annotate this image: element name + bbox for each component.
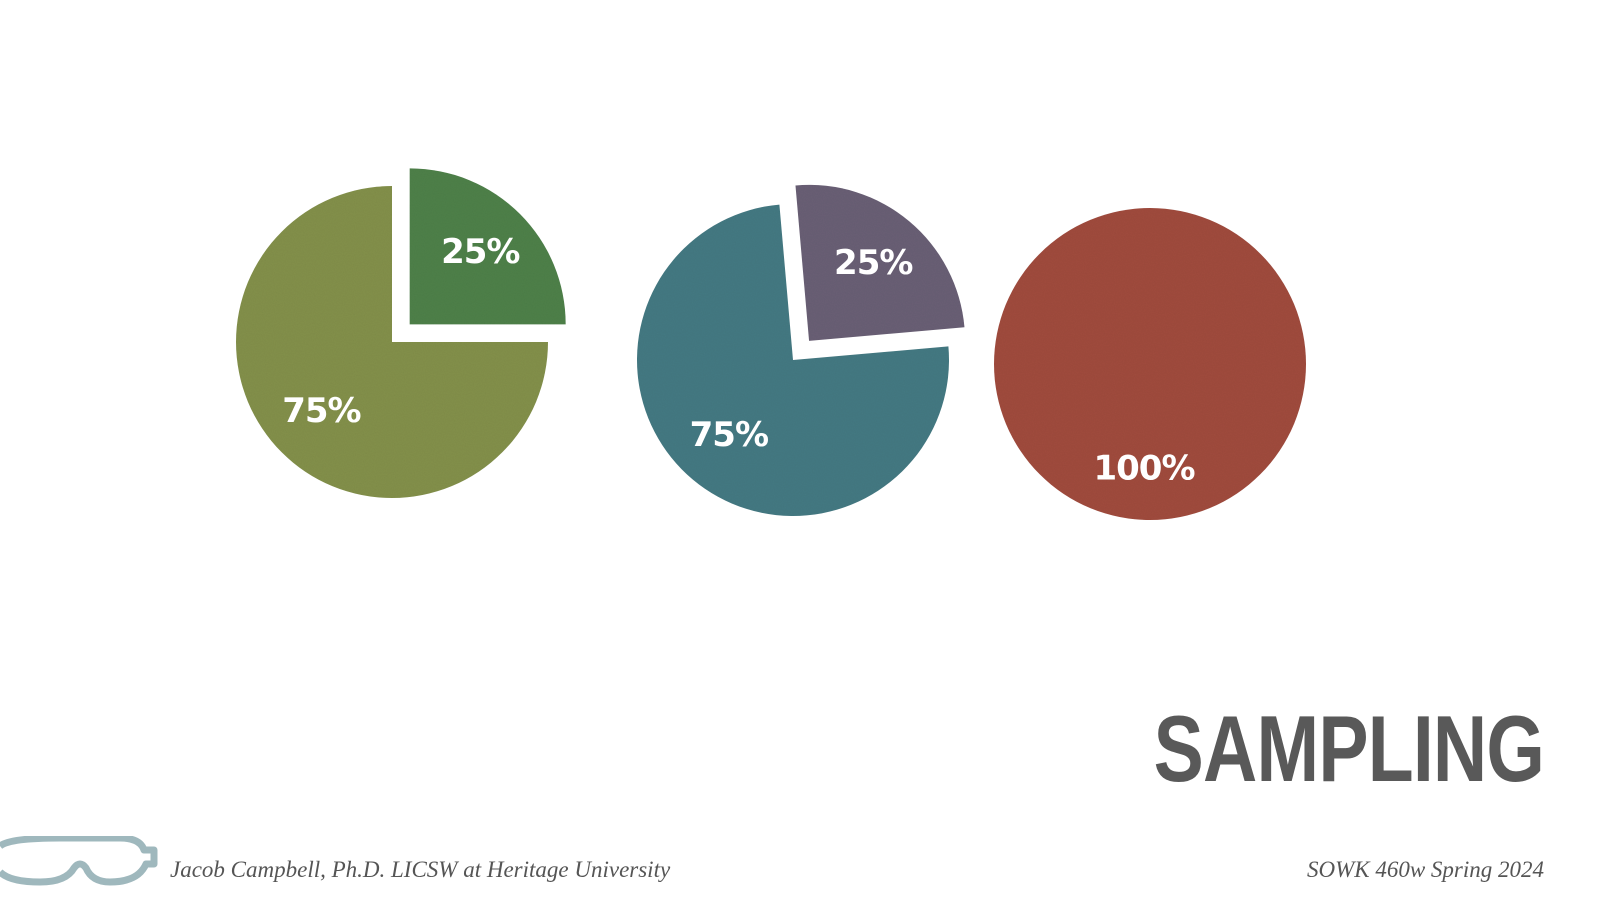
- pie-2-slice-2: [637, 204, 949, 517]
- goggles-icon: [0, 836, 158, 886]
- pie-chart-3: 100%: [994, 208, 1306, 520]
- footer-course: SOWK 460w Spring 2024: [1306, 857, 1544, 882]
- pie-2-slice-1: [795, 184, 965, 341]
- pie-2-label-2: 75%: [690, 415, 768, 455]
- pie-1-slice-2: [409, 168, 566, 325]
- pie-chart-2: 25% 75%: [637, 184, 965, 517]
- pie-1-label-1: 75%: [282, 391, 360, 431]
- pie-3-label-1: 100%: [1093, 449, 1194, 489]
- slide-title: SAMPLING: [1153, 696, 1545, 801]
- pie-1-label-2: 25%: [441, 232, 519, 272]
- footer-author: Jacob Campbell, Ph.D. LICSW at Heritage …: [170, 857, 671, 882]
- pie-2-label-1: 25%: [834, 243, 912, 283]
- pie-1-slice-1: [236, 186, 548, 498]
- pie-3-slice-1: [994, 208, 1306, 520]
- pie-chart-1: 75% 25%: [236, 168, 566, 498]
